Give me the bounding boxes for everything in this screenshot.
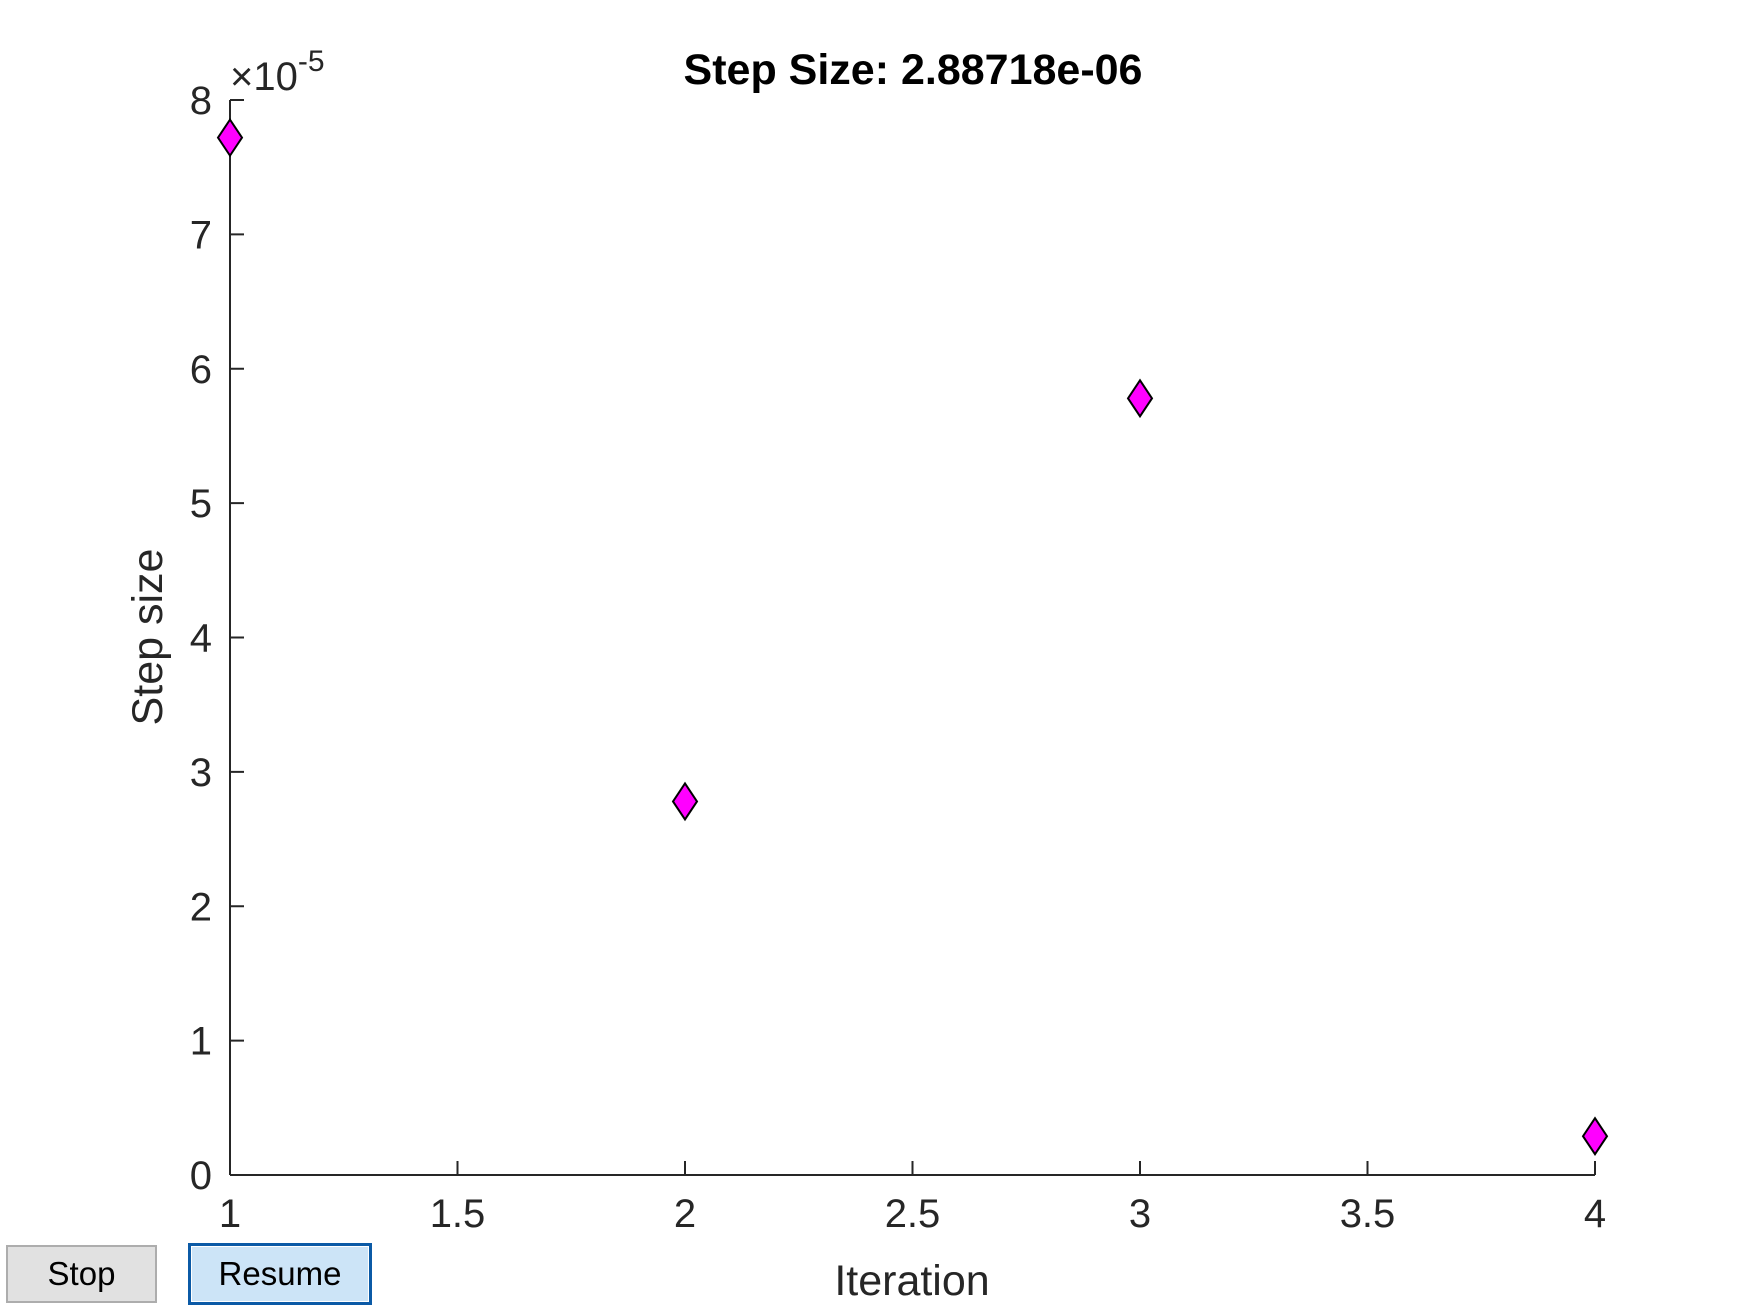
y-tick-label: 5 — [190, 482, 212, 526]
x-tick-label: 3.5 — [1340, 1192, 1396, 1236]
y-tick-label: 2 — [190, 885, 212, 929]
data-point — [1126, 378, 1154, 419]
x-tick-label: 2.5 — [885, 1192, 941, 1236]
y-tick-label: 1 — [190, 1020, 212, 1064]
y-tick-label: 0 — [190, 1154, 212, 1198]
axes — [229, 100, 1595, 1176]
data-markers — [216, 117, 1609, 1157]
resume-button-label: Resume — [218, 1255, 342, 1292]
y-ticks: 0 1 2 3 4 5 6 7 8 — [190, 79, 244, 1198]
y-axis-label: Step size — [124, 549, 172, 726]
y-exponent-power: -5 — [298, 45, 325, 78]
data-point — [671, 781, 699, 822]
y-tick-label: 3 — [190, 751, 212, 795]
x-tick-label: 2 — [674, 1192, 696, 1236]
stop-button-label: Stop — [47, 1255, 116, 1292]
x-axis-label: Iteration — [834, 1257, 989, 1305]
chart-title: Step Size: 2.88718e-06 — [684, 46, 1143, 94]
data-point — [1581, 1116, 1609, 1157]
x-tick-label: 1 — [219, 1192, 241, 1236]
resume-button[interactable]: Resume — [188, 1243, 372, 1305]
x-ticks: 1 1.5 2 2.5 3 3.5 4 — [219, 1161, 1606, 1236]
y-tick-label: 8 — [190, 79, 212, 123]
x-tick-label: 1.5 — [430, 1192, 486, 1236]
y-tick-label: 7 — [190, 213, 212, 257]
y-tick-label: 6 — [190, 348, 212, 392]
x-tick-label: 3 — [1129, 1192, 1151, 1236]
y-exponent-label: ×10-5 — [230, 45, 325, 99]
y-exponent-base: ×10 — [230, 55, 298, 99]
stop-button[interactable]: Stop — [6, 1245, 157, 1303]
y-tick-label: 4 — [190, 617, 212, 661]
x-tick-label: 4 — [1584, 1192, 1606, 1236]
data-point — [216, 117, 244, 158]
